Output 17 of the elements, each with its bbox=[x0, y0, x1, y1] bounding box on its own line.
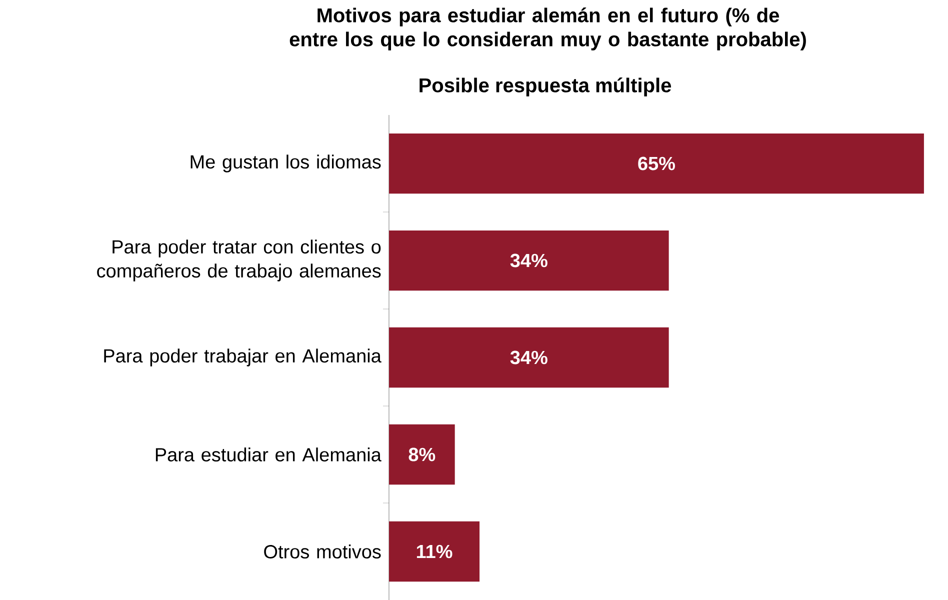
data-label: 11% bbox=[416, 544, 452, 558]
y-tick-label: Me gustan los idiomas bbox=[190, 154, 381, 172]
y-tick-label: Para poder trabajar en Alemania bbox=[104, 348, 382, 366]
bar bbox=[389, 327, 669, 388]
bar bbox=[389, 424, 455, 485]
data-label: 34% bbox=[510, 254, 548, 268]
y-tick-label: Otros motivos bbox=[264, 544, 381, 558]
data-label: 8% bbox=[408, 448, 436, 462]
chart-title: Motivos para estudiar alemán en el futuro (% de entre los que lo consideran muy o bastante probable) bbox=[290, 8, 806, 50]
y-tick-label: Para poder tratar con clientes o compañeros de trabajo alemanes bbox=[97, 240, 381, 282]
data-label: 34% bbox=[510, 350, 548, 364]
chart-subtitle: Posible respuesta múltiple bbox=[420, 78, 672, 96]
bar bbox=[389, 133, 924, 194]
data-label: 65% bbox=[638, 156, 675, 170]
y-tick-label: Para estudiar en Alemania bbox=[156, 448, 382, 462]
bar bbox=[389, 230, 669, 291]
bar bbox=[389, 521, 480, 582]
